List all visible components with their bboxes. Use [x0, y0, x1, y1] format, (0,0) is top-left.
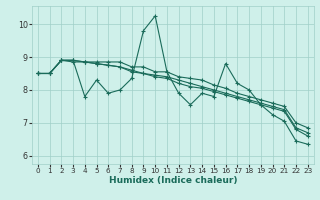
X-axis label: Humidex (Indice chaleur): Humidex (Indice chaleur): [108, 176, 237, 185]
